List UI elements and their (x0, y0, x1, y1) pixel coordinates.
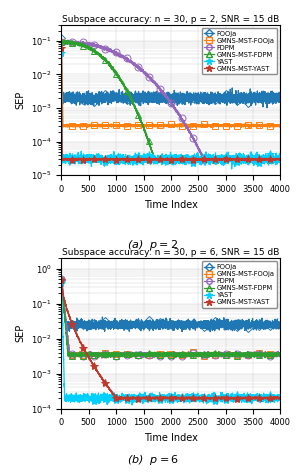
Title: Subspace accuracy: n = 30, p = 6, SNR = 15 dB: Subspace accuracy: n = 30, p = 6, SNR = … (62, 248, 280, 257)
Text: (a)  $p = 2$: (a) $p = 2$ (127, 238, 179, 253)
Legend: FOOja, GMNS-MST-FOOja, FDPM, GMNS-MST-FDPM, YAST, GMNS-MST-YAST: FOOja, GMNS-MST-FOOja, FDPM, GMNS-MST-FD… (202, 261, 277, 308)
Title: Subspace accuracy: n = 30, p = 2, SNR = 15 dB: Subspace accuracy: n = 30, p = 2, SNR = … (62, 15, 280, 24)
X-axis label: Time Index: Time Index (144, 433, 198, 443)
X-axis label: Time Index: Time Index (144, 200, 198, 210)
Y-axis label: SEP: SEP (15, 324, 25, 342)
Legend: FOOja, GMNS-MST-FOOja, FDPM, GMNS-MST-FDPM, YAST, GMNS-MST-YAST: FOOja, GMNS-MST-FOOja, FDPM, GMNS-MST-FD… (202, 28, 277, 75)
Y-axis label: SEP: SEP (15, 91, 25, 109)
Text: (b)  $p = 6$: (b) $p = 6$ (127, 453, 179, 467)
